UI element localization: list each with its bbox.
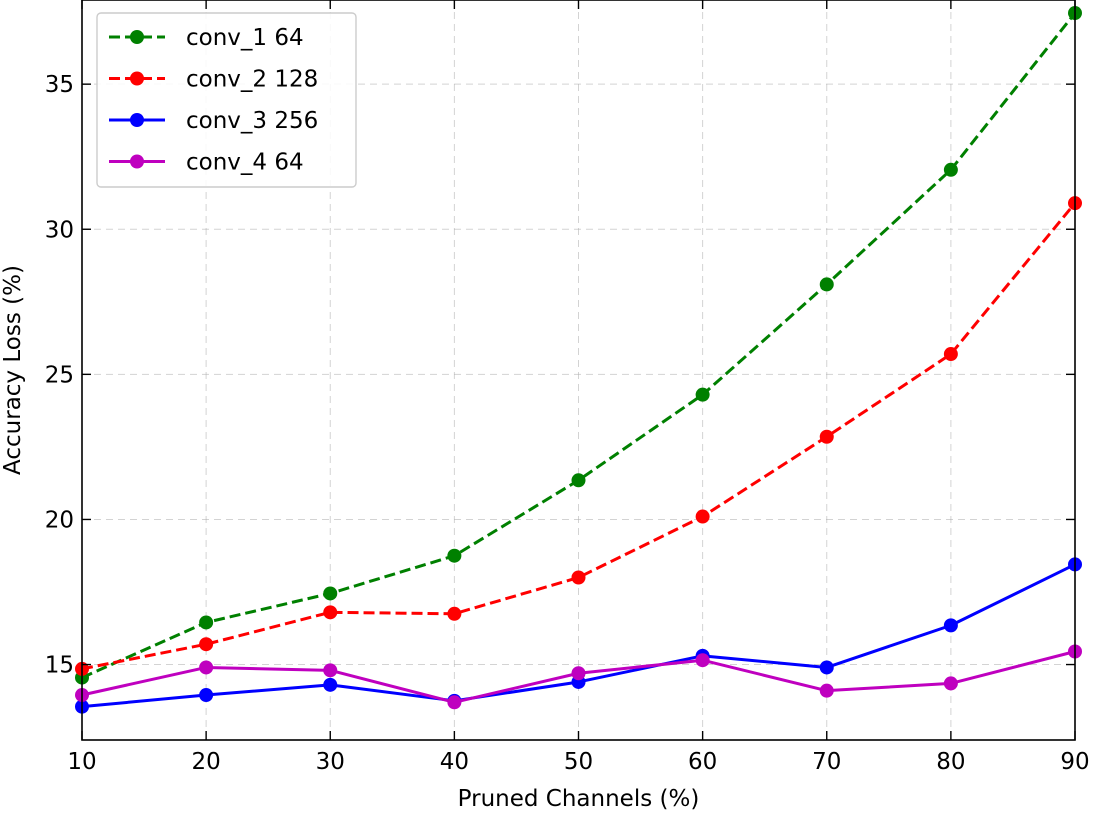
data-point — [447, 695, 462, 710]
data-point — [943, 676, 958, 691]
data-point — [199, 637, 214, 652]
legend-marker — [130, 154, 144, 169]
legend-box — [96, 12, 357, 188]
data-point — [695, 387, 710, 402]
x-tick-label: 30 — [316, 749, 345, 775]
data-point — [943, 347, 958, 362]
legend-marker — [130, 113, 144, 127]
data-point — [199, 660, 214, 675]
legend-marker — [130, 30, 144, 44]
data-point — [819, 277, 834, 292]
data-point — [571, 473, 586, 488]
x-tick-label: 50 — [564, 749, 593, 775]
data-point — [943, 162, 958, 177]
legend-label: conv_1 64 — [186, 25, 304, 51]
data-point — [199, 615, 214, 630]
data-point — [323, 586, 338, 601]
y-tick-label: 30 — [45, 217, 74, 243]
y-axis-label: Accuracy Loss (%) — [0, 265, 26, 475]
data-point — [447, 548, 462, 563]
x-tick-label: 20 — [191, 749, 220, 775]
data-point — [819, 683, 834, 698]
legend-item: conv_1 64 — [109, 25, 304, 51]
y-tick-label: 25 — [45, 362, 74, 388]
y-tick-label: 15 — [45, 653, 74, 679]
legend-label: conv_2 128 — [186, 67, 318, 93]
data-point — [819, 429, 834, 444]
data-point — [447, 606, 462, 621]
legend-marker — [130, 71, 144, 86]
legend: conv_1 64 conv_2 128 conv_3 256 conv_4 64 — [96, 12, 357, 188]
x-tick-label: 60 — [688, 749, 717, 775]
data-point — [943, 618, 958, 633]
x-tick-label: 70 — [812, 749, 841, 775]
ticks: 10 20 30 40 50 60 70 80 90 15 20 25 30 35 — [45, 0, 1090, 775]
data-point — [695, 653, 710, 668]
series-1 — [75, 6, 1082, 685]
legend-label: conv_3 256 — [186, 108, 318, 134]
data-point — [571, 666, 586, 681]
data-point — [323, 677, 338, 692]
x-tick-label: 90 — [1060, 749, 1089, 775]
series-line — [81, 202, 1077, 671]
y-tick-label: 20 — [45, 507, 74, 533]
legend-label: conv_4 64 — [186, 150, 304, 176]
data-point — [199, 688, 214, 703]
x-tick-label: 40 — [440, 749, 469, 775]
legend-item: conv_2 128 — [109, 67, 318, 93]
legend-item: conv_4 64 — [109, 150, 304, 176]
data-point — [323, 605, 338, 620]
data-point — [571, 570, 586, 585]
data-point — [323, 663, 338, 678]
data-point — [819, 660, 834, 675]
y-tick-label: 35 — [45, 72, 74, 98]
x-tick-label: 80 — [936, 749, 965, 775]
x-axis-label: Pruned Channels (%) — [458, 786, 700, 812]
data-point — [695, 509, 710, 524]
legend-item: conv_3 256 — [109, 108, 318, 134]
x-tick-label: 10 — [67, 749, 96, 775]
